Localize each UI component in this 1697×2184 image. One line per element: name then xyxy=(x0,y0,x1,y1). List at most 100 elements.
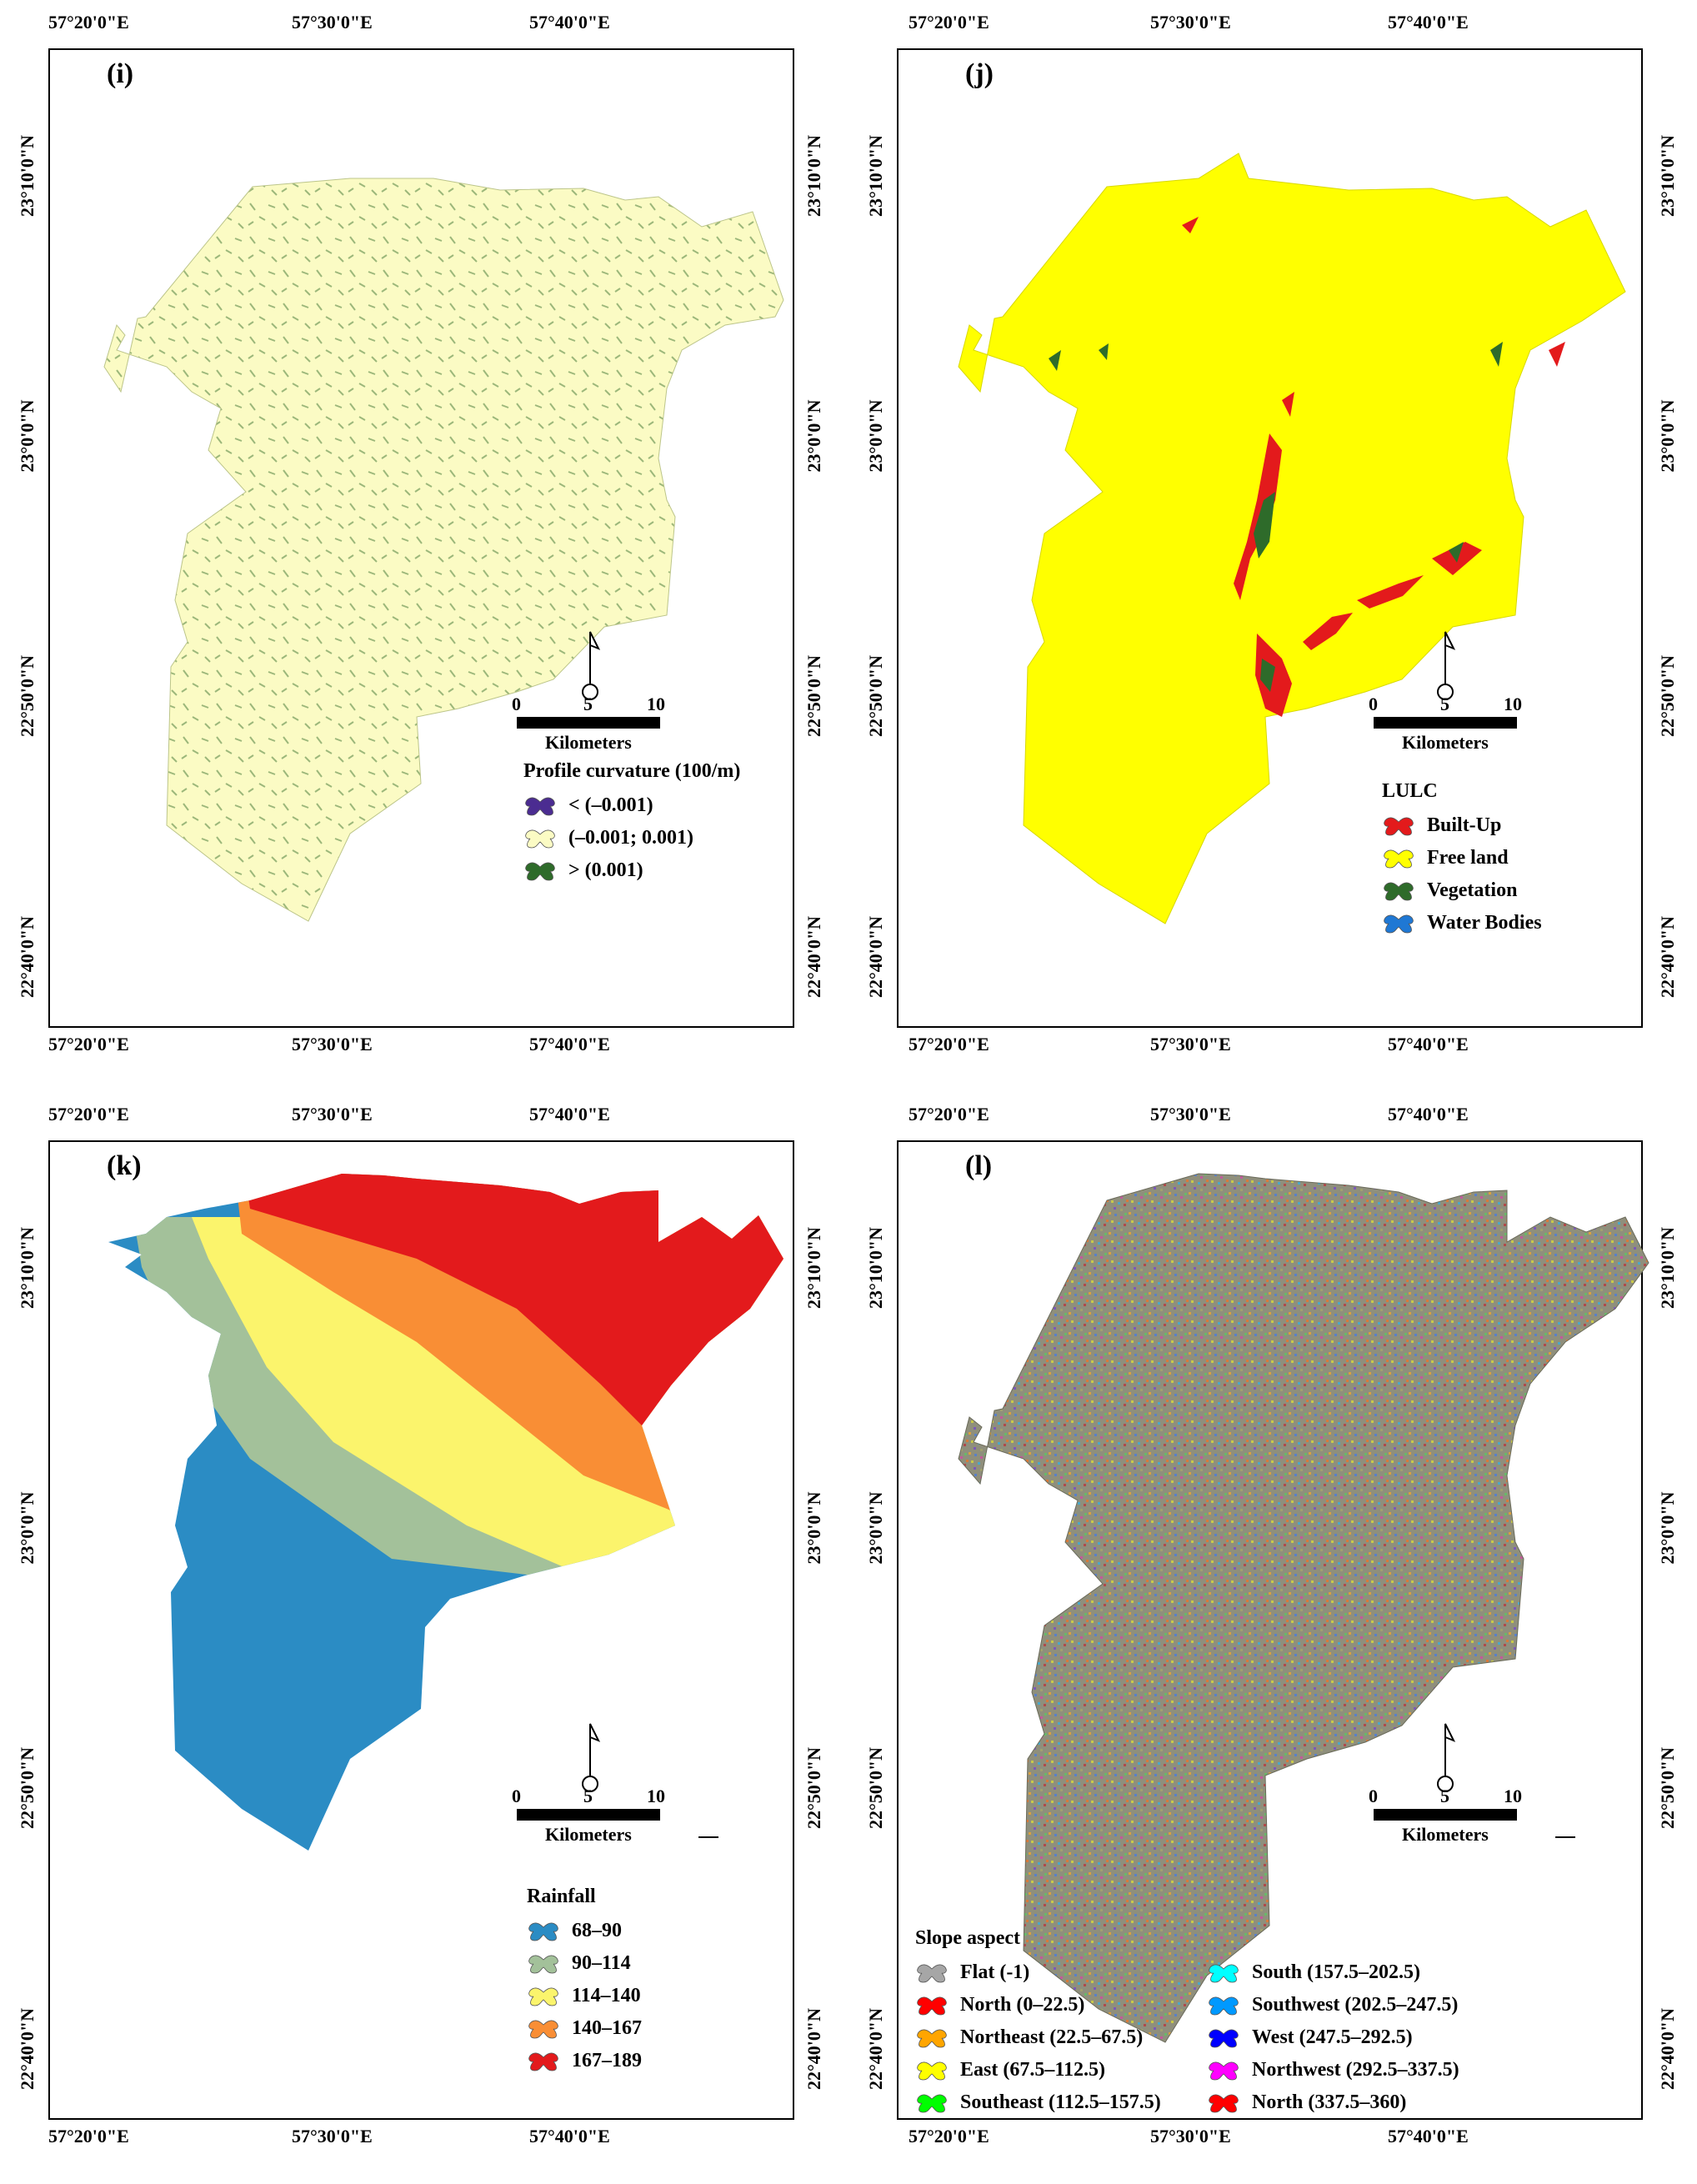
legend-item: 167–189 xyxy=(527,2045,642,2077)
legend-title: Profile curvature (100/m) xyxy=(523,760,741,782)
scale-bar-segment xyxy=(1374,1809,1517,1821)
legend-label: 90–114 xyxy=(572,1952,631,1974)
scale-tick: 5 xyxy=(1440,694,1449,714)
legend-swatch xyxy=(1207,2092,1240,2114)
scale-unit: Kilometers xyxy=(545,1824,632,1845)
legend-item: East (67.5–112.5) xyxy=(915,2054,1207,2086)
legend: Rainfall 68–90 90–114 114–140 140–167 167–18… xyxy=(527,1886,642,2077)
scale-tick: 0 xyxy=(1369,1786,1378,1806)
lon-label-bottom: 57°20'0"E xyxy=(48,1034,129,1054)
legend-items: Built-Up Free land Vegetation Water Bodies xyxy=(1382,809,1542,939)
legend-item: South (157.5–202.5) xyxy=(1207,1956,1459,1989)
legend-swatch xyxy=(915,2092,949,2114)
legend-label: 167–189 xyxy=(572,2050,642,2071)
slope-aspect-map xyxy=(958,1173,1649,2043)
lon-label-top: 57°40'0"E xyxy=(1388,12,1469,33)
legend-title: Rainfall xyxy=(527,1886,596,1907)
study-area-map xyxy=(103,178,784,922)
lon-label-top: 57°30'0"E xyxy=(1150,1104,1231,1125)
legend-label: Southwest (202.5–247.5) xyxy=(1252,1994,1459,2016)
legend-swatch xyxy=(1207,2060,1240,2081)
scale-bar-segment xyxy=(517,1809,660,1821)
panel-l: 57°20'0"E 57°30'0"E 57°40'0"E 57°20'0"E … xyxy=(848,1092,1697,2184)
lon-label-bottom: 57°40'0"E xyxy=(529,1034,610,1054)
lon-label-top: 57°30'0"E xyxy=(292,12,373,33)
legend-label: Flat (-1) xyxy=(960,1961,1030,1983)
legend-label: West (247.5–292.5) xyxy=(1252,2026,1413,2048)
lon-label-top: 57°30'0"E xyxy=(1150,12,1231,33)
legend-items: < (–0.001) (–0.001; 0.001) > (0.001) xyxy=(523,789,740,887)
panel-label: (i) xyxy=(107,58,134,89)
legend-swatch xyxy=(527,1921,560,1942)
legend-item: 68–90 xyxy=(527,1915,642,1947)
legend-item: Water Bodies xyxy=(1382,907,1542,939)
legend-swatch xyxy=(915,1995,949,2016)
scale-tick: 5 xyxy=(1440,1786,1449,1806)
vegetation-patches xyxy=(1049,342,1503,692)
lon-label-bottom: 57°30'0"E xyxy=(292,1034,373,1054)
scale-bar-segment xyxy=(1374,717,1517,729)
legend-swatch xyxy=(1207,1962,1240,1984)
legend-item: Northwest (292.5–337.5) xyxy=(1207,2054,1459,2086)
legend-swatch xyxy=(1207,1995,1240,2016)
legend-label: Water Bodies xyxy=(1427,912,1542,934)
panel-i: 57°20'0"E 57°30'0"E 57°40'0"E 57°20'0"E … xyxy=(0,0,848,1092)
legend-title: LULC xyxy=(1382,780,1438,802)
legend-item: Southeast (112.5–157.5) xyxy=(915,2086,1207,2119)
scale-bar-segment xyxy=(517,717,660,729)
scale-tick: 10 xyxy=(647,1786,665,1806)
legend-swatch xyxy=(523,795,557,817)
legend-swatch xyxy=(1382,913,1415,934)
legend-swatch xyxy=(527,1986,560,2007)
lon-label-top: 57°30'0"E xyxy=(292,1104,373,1125)
scale-unit: Kilometers xyxy=(1402,732,1489,753)
panel-k: 57°20'0"E 57°30'0"E 57°40'0"E 57°20'0"E … xyxy=(0,1092,848,2184)
legend-title: Slope aspect xyxy=(915,1927,1020,1949)
scale-tick: 5 xyxy=(583,694,593,714)
legend-item: 114–140 xyxy=(527,1980,642,2012)
scale-bar: 0 5 10 Kilometers xyxy=(512,694,670,753)
legend-label: East (67.5–112.5) xyxy=(960,2059,1105,2081)
legend-swatch xyxy=(527,2051,560,2072)
north-arrow-icon xyxy=(582,631,601,700)
north-arrow-icon xyxy=(582,1723,601,1792)
legend-label: Vegetation xyxy=(1427,879,1518,901)
scale-tick: 10 xyxy=(1504,1786,1522,1806)
legend-swatch xyxy=(523,828,557,849)
legend-label: Northeast (22.5–67.5) xyxy=(960,2026,1144,2048)
legend-item: North (0–22.5) xyxy=(915,1989,1207,2021)
panel-label: (j) xyxy=(965,58,994,89)
legend-items: Flat (-1) North (0–22.5) Northeast (22.5–6… xyxy=(915,1956,1207,2119)
legend: Slope aspect Flat (-1) North (0–22.5) Nort… xyxy=(915,1927,1459,2119)
scale-bar: 0 5 10 Kilometers xyxy=(1369,694,1527,753)
legend-label: North (0–22.5) xyxy=(960,1994,1085,2016)
north-arrow-icon xyxy=(1437,631,1456,700)
legend-item: 90–114 xyxy=(527,1947,642,1980)
north-arrow-icon xyxy=(1437,1723,1456,1792)
scale-tick: 0 xyxy=(512,694,521,714)
legend-columns: Flat (-1) North (0–22.5) Northeast (22.5–6… xyxy=(915,1956,1459,2119)
legend-label: Built-Up xyxy=(1427,814,1502,836)
legend-item: (–0.001; 0.001) xyxy=(523,822,740,854)
legend-swatch xyxy=(1207,2027,1240,2049)
rainfall-zones xyxy=(108,1174,783,1851)
lon-label-bottom: 57°40'0"E xyxy=(529,2126,610,2146)
lon-label-top: 57°20'0"E xyxy=(909,1104,989,1125)
legend-swatch xyxy=(527,2018,560,2040)
lon-label-bottom: 57°40'0"E xyxy=(1388,1034,1469,1054)
legend-swatch xyxy=(915,2027,949,2049)
legend-items: 68–90 90–114 114–140 140–167 167–189 xyxy=(527,1915,642,2077)
legend-items: South (157.5–202.5) Southwest (202.5–247.… xyxy=(1207,1956,1459,2119)
legend-swatch xyxy=(1382,815,1415,837)
scale-unit: Kilometers xyxy=(545,732,632,753)
legend-item: Free land xyxy=(1382,842,1542,874)
legend-label: 140–167 xyxy=(572,2017,642,2039)
panel-j: 57°20'0"E 57°30'0"E 57°40'0"E 57°20'0"E … xyxy=(848,0,1697,1092)
legend-label: > (0.001) xyxy=(568,859,643,881)
scale-unit: Kilometers xyxy=(1402,1824,1489,1845)
scale-tick: 10 xyxy=(1504,694,1522,714)
legend: Profile curvature (100/m) < (–0.001) (–0.… xyxy=(523,760,740,887)
legend-item: Vegetation xyxy=(1382,874,1542,907)
lon-label-bottom: 57°20'0"E xyxy=(48,2126,129,2146)
study-area-polygon xyxy=(958,1173,1649,2043)
